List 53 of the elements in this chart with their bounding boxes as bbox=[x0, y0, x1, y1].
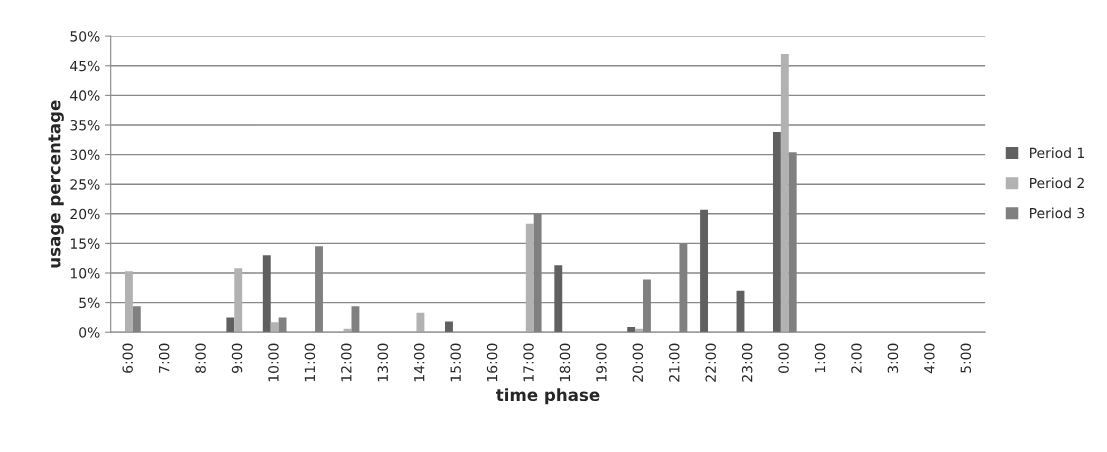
bar bbox=[124, 271, 133, 333]
x-tick-label: 12:00 bbox=[341, 343, 352, 382]
y-tick-label: 30% bbox=[70, 149, 100, 161]
x-tick-label: 15:00 bbox=[450, 343, 461, 382]
y-tick-label: 0% bbox=[79, 327, 100, 338]
y-tick-label: 10% bbox=[70, 267, 100, 279]
x-tick-label: 19:00 bbox=[596, 343, 607, 382]
x-tick-label: 4:00 bbox=[924, 343, 935, 374]
bar bbox=[780, 53, 789, 333]
x-tick-label: 2:00 bbox=[851, 343, 862, 373]
bar bbox=[700, 209, 708, 333]
y-axis-title: usage percentage bbox=[48, 100, 64, 268]
x-axis-title: time phase bbox=[495, 388, 600, 405]
x-tick-label: 9:00 bbox=[231, 343, 243, 373]
x-tick-label: 11:00 bbox=[304, 343, 316, 382]
y-tick-label: 25% bbox=[70, 179, 100, 190]
x-tick-label: 22:00 bbox=[705, 343, 716, 382]
bar bbox=[627, 326, 636, 333]
y-tick-label: 5% bbox=[79, 297, 100, 309]
legend-label: Period 3 bbox=[1030, 207, 1085, 219]
x-tick-label: 16:00 bbox=[486, 343, 498, 382]
x-tick-label: 3:00 bbox=[887, 343, 899, 373]
legend-label: Period 1 bbox=[1030, 147, 1084, 159]
bar bbox=[226, 317, 235, 333]
x-tick-label: 0:00 bbox=[778, 343, 789, 373]
x-tick-label: 8:00 bbox=[195, 343, 206, 373]
y-tick-label: 15% bbox=[70, 238, 100, 249]
x-tick-label: 20:00 bbox=[632, 343, 644, 382]
bar bbox=[416, 312, 425, 333]
x-tick-label: 13:00 bbox=[377, 343, 389, 382]
y-tick-label: 20% bbox=[70, 208, 100, 220]
legend-label: Period 2 bbox=[1030, 177, 1084, 189]
bar bbox=[772, 132, 781, 333]
x-tick-label: 5:00 bbox=[960, 343, 972, 373]
y-tick-label: 40% bbox=[70, 90, 100, 101]
x-tick-label: 7:00 bbox=[158, 343, 170, 373]
x-tick-label: 18:00 bbox=[559, 343, 571, 382]
x-tick-label: 21:00 bbox=[669, 343, 680, 382]
y-tick-label: 45% bbox=[70, 60, 100, 72]
x-tick-label: 10:00 bbox=[268, 343, 279, 382]
x-tick-label: 23:00 bbox=[741, 343, 753, 382]
y-tick-label: 50% bbox=[70, 31, 100, 42]
x-tick-label: 17:00 bbox=[523, 343, 534, 382]
x-tick-label: 14:00 bbox=[413, 343, 425, 382]
bar bbox=[234, 268, 243, 333]
bar bbox=[262, 255, 271, 333]
x-tick-label: 1:00 bbox=[814, 343, 826, 373]
bar bbox=[445, 321, 453, 333]
bar bbox=[554, 265, 563, 333]
bar bbox=[525, 223, 534, 333]
x-tick-label: 6:00 bbox=[122, 343, 133, 373]
y-tick-label: 35% bbox=[70, 119, 100, 131]
bar bbox=[270, 322, 279, 333]
